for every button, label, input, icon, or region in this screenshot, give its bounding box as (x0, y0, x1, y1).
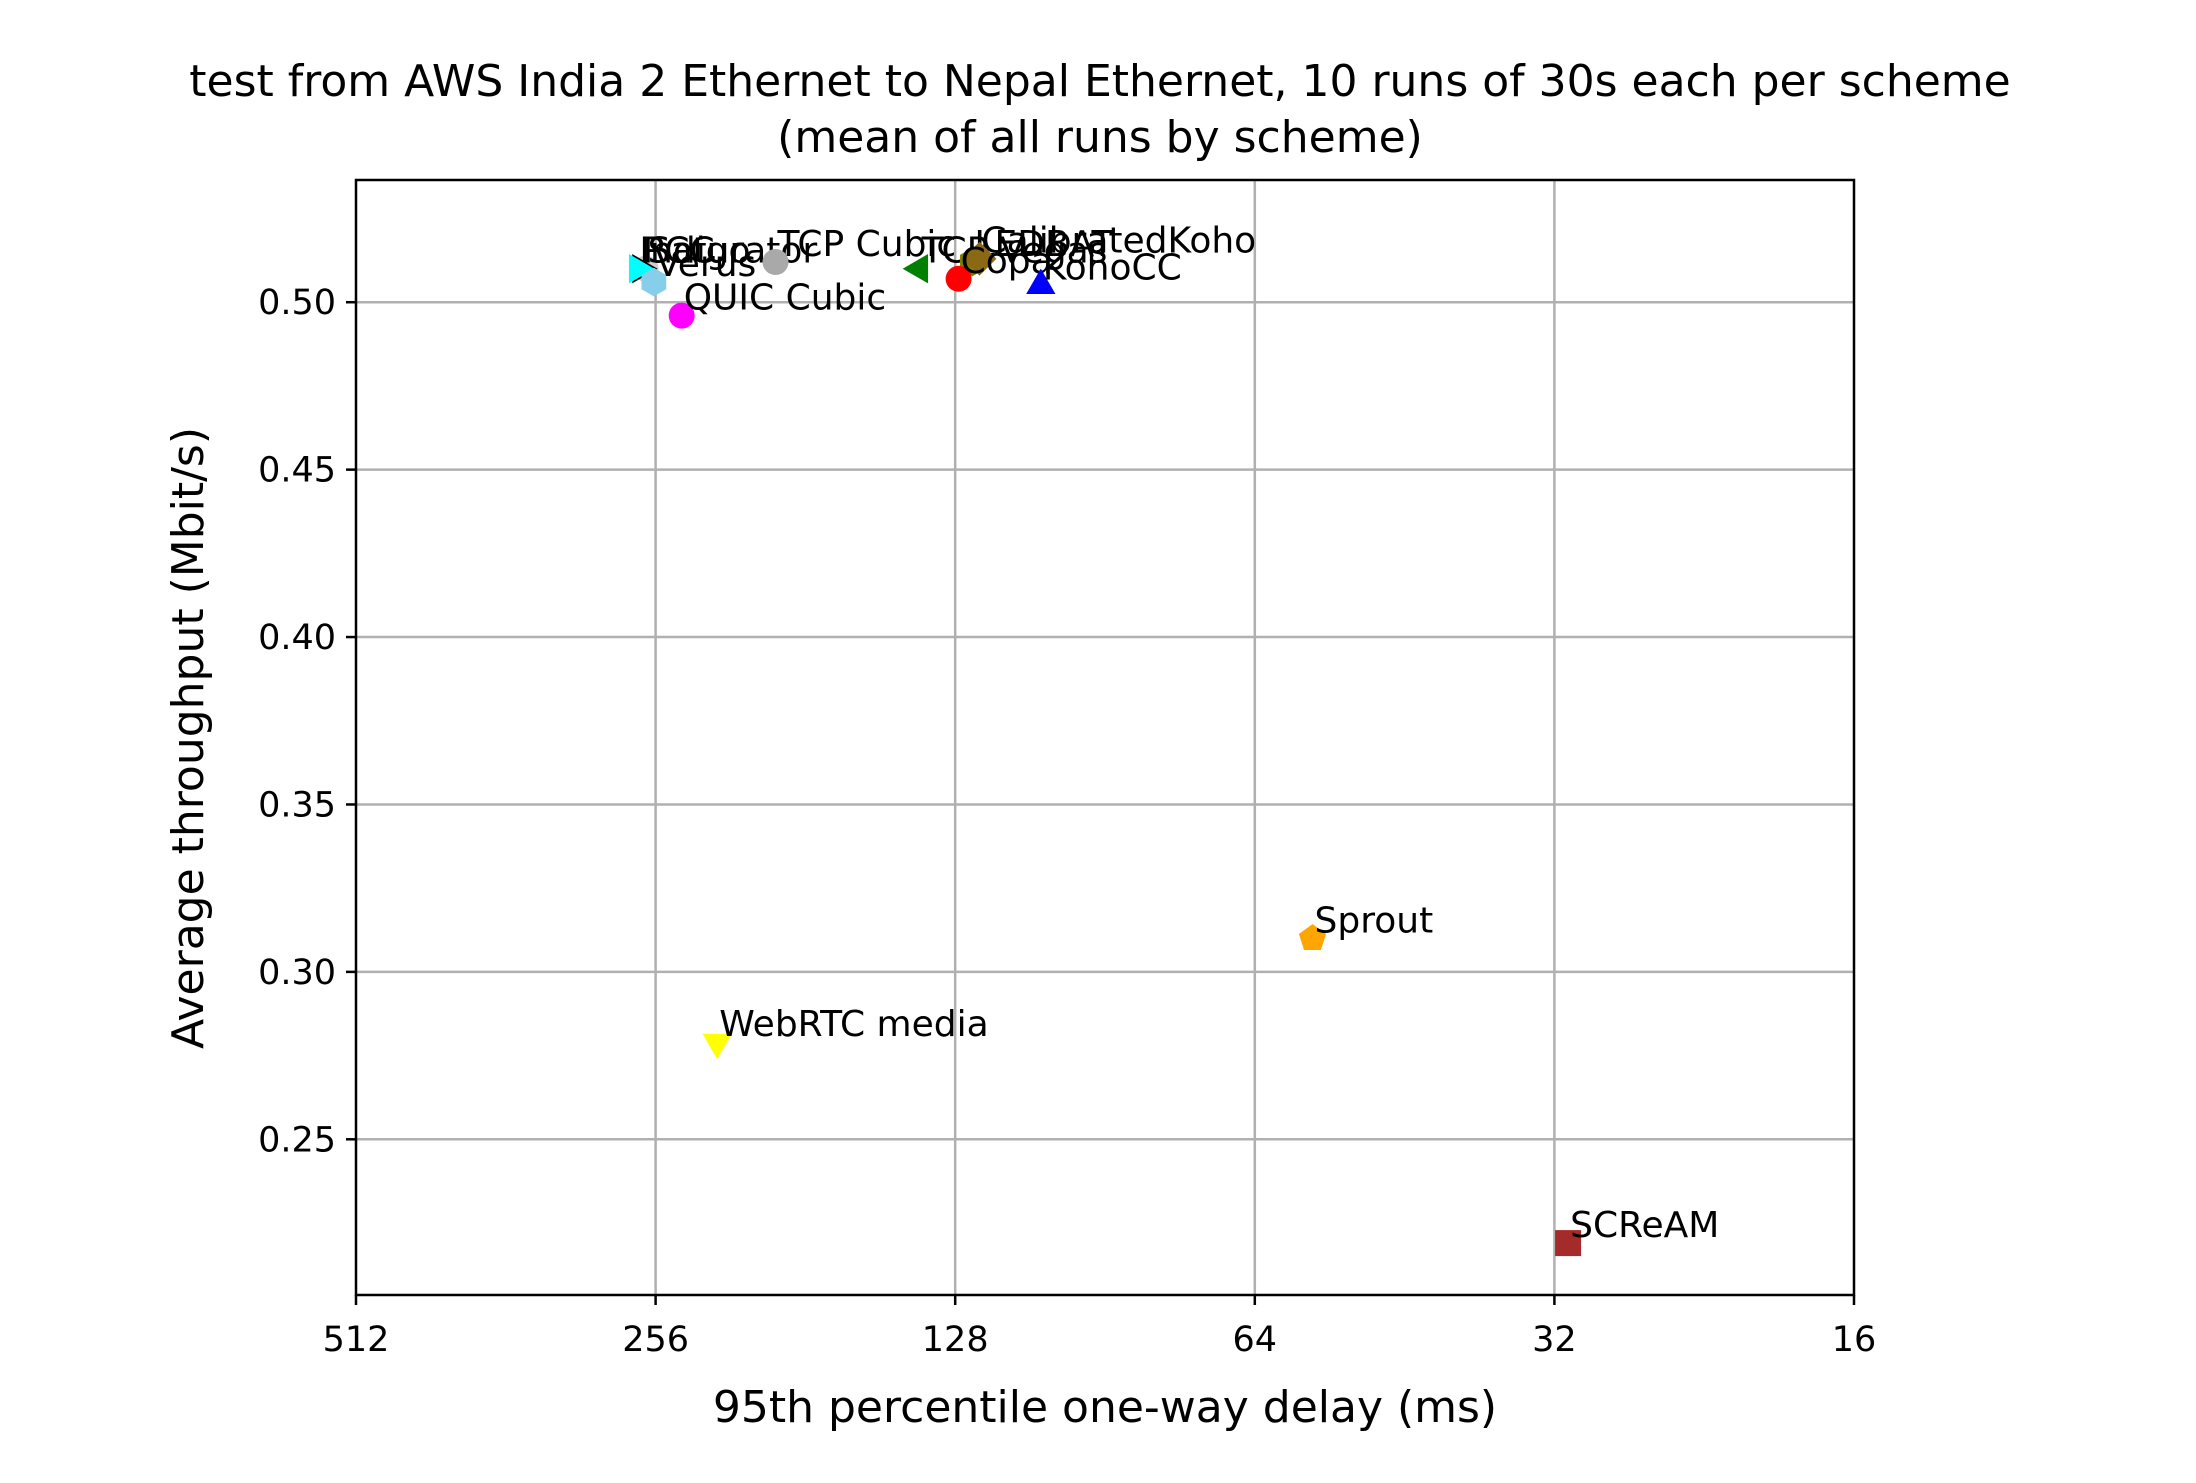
point-marker (702, 1033, 732, 1060)
point-label: Saturator (648, 231, 818, 272)
data-point (945, 265, 972, 292)
point-label: KohoCC (1043, 247, 1182, 288)
point-label: CalibratedKoho (982, 221, 1257, 262)
data-point (668, 302, 695, 329)
x-tick-label: 32 (1532, 1320, 1577, 1360)
y-tick-label: 0.25 (258, 1120, 336, 1160)
point-marker (1298, 924, 1327, 950)
point-marker (1555, 1230, 1582, 1257)
plot-frame (354, 178, 1856, 1297)
y-tick-label: 0.45 (258, 451, 336, 491)
point-marker (641, 267, 667, 297)
y-tick-label: 0.50 (258, 283, 336, 323)
y-tick-label: 0.35 (258, 785, 336, 825)
x-tick-label: 128 (922, 1320, 989, 1360)
x-tick-label: 256 (622, 1320, 689, 1360)
point-label: PCC (643, 231, 715, 272)
point-label: Indigo (639, 231, 750, 272)
point-label: Verus (656, 244, 756, 285)
data-point (641, 267, 667, 297)
point-label: LEDBAT (974, 224, 1114, 265)
point-marker (628, 254, 655, 284)
chart-title: test from AWS India 2 Ethernet to Nepal … (189, 56, 2010, 107)
axis-ticks: 512 256 128 64 32 16 0.25 0.30 0.35 0.40 0.45 0.50 (258, 283, 1876, 1360)
grid (356, 180, 1854, 1295)
point-marker (1026, 268, 1056, 294)
x-tick-label: 16 (1832, 1320, 1877, 1360)
data-point (1026, 268, 1056, 294)
y-tick-label: 0.40 (258, 618, 336, 658)
data-point (902, 254, 929, 284)
y-axis-label: Average throughput (Mbit/s) (163, 427, 214, 1049)
data-point (1298, 924, 1327, 950)
point-marker (902, 254, 929, 284)
point-label: QUIC Cubic (684, 278, 886, 319)
point-label: WebRTC media (719, 1004, 988, 1045)
y-tick-label: 0.30 (258, 953, 336, 993)
point-label: SCReAM (1570, 1205, 1719, 1246)
point-label: TCP Vegas (921, 231, 1108, 272)
chart-subtitle: (mean of all runs by scheme) (777, 112, 1423, 163)
x-axis-label: 95th percentile one-way delay (ms) (713, 1382, 1497, 1433)
x-tick-label: 512 (323, 1320, 390, 1360)
point-marker (945, 265, 972, 292)
point-marker (962, 241, 997, 276)
point-marker (668, 302, 695, 329)
data-point (1555, 1230, 1582, 1257)
point-marker (762, 249, 789, 275)
data-point (962, 241, 997, 276)
data-point (762, 249, 789, 275)
point-label: Sprout (1315, 900, 1434, 941)
data-point (628, 254, 655, 284)
data-point (702, 1033, 732, 1060)
x-tick-label: 64 (1233, 1320, 1278, 1360)
